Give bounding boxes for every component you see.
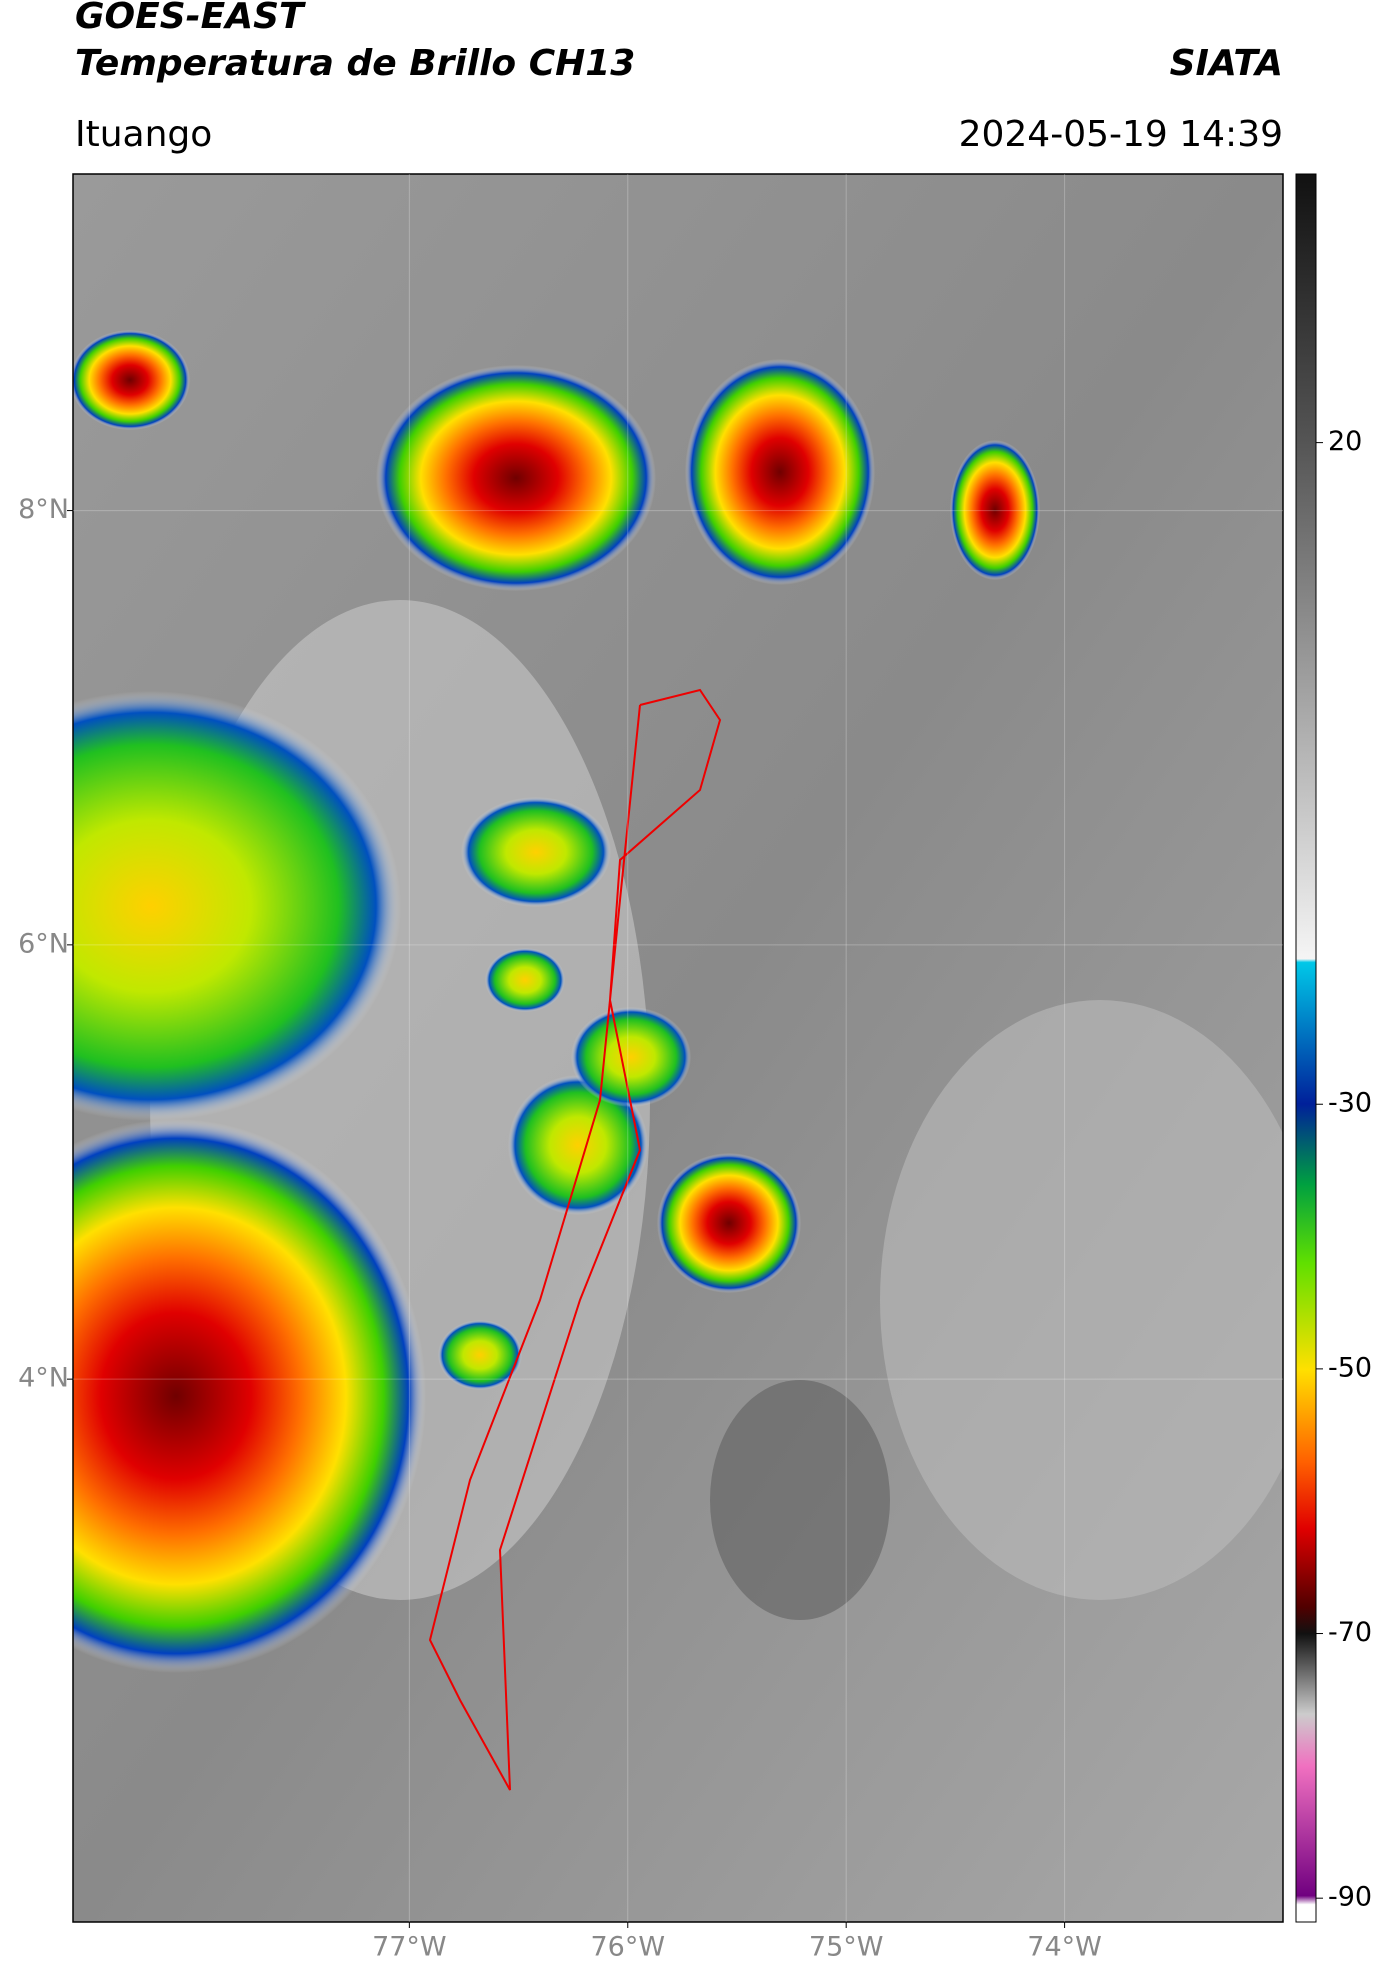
x-tick-label: 74°W	[1027, 1932, 1102, 1963]
y-tick-label: 8°N	[18, 494, 69, 525]
region: Ituango	[75, 114, 212, 155]
x-tick-label: 75°W	[809, 1932, 884, 1963]
colorbar	[1295, 173, 1317, 1923]
colorbar-tick-label: -90	[1328, 1882, 1372, 1913]
colorbar-tick-label: -30	[1328, 1088, 1372, 1119]
colorbar-tick-label: 20	[1328, 426, 1362, 457]
agency: SIATA	[1170, 43, 1283, 84]
subtitle: Temperatura de Brillo CH13	[75, 43, 635, 84]
x-tick-label: 76°W	[590, 1932, 665, 1963]
map-image	[73, 174, 1283, 1922]
timestamp: 2024-05-19 14:39	[959, 114, 1283, 155]
colorbar-tick-label: -50	[1328, 1352, 1372, 1383]
y-tick-label: 6°N	[18, 928, 69, 959]
title: GOES-EAST	[75, 0, 306, 37]
x-tick-label: 77°W	[372, 1932, 447, 1963]
map-frame	[72, 173, 1284, 1923]
y-tick-label: 4°N	[18, 1363, 69, 1394]
colorbar-tick-label: -70	[1328, 1617, 1372, 1648]
